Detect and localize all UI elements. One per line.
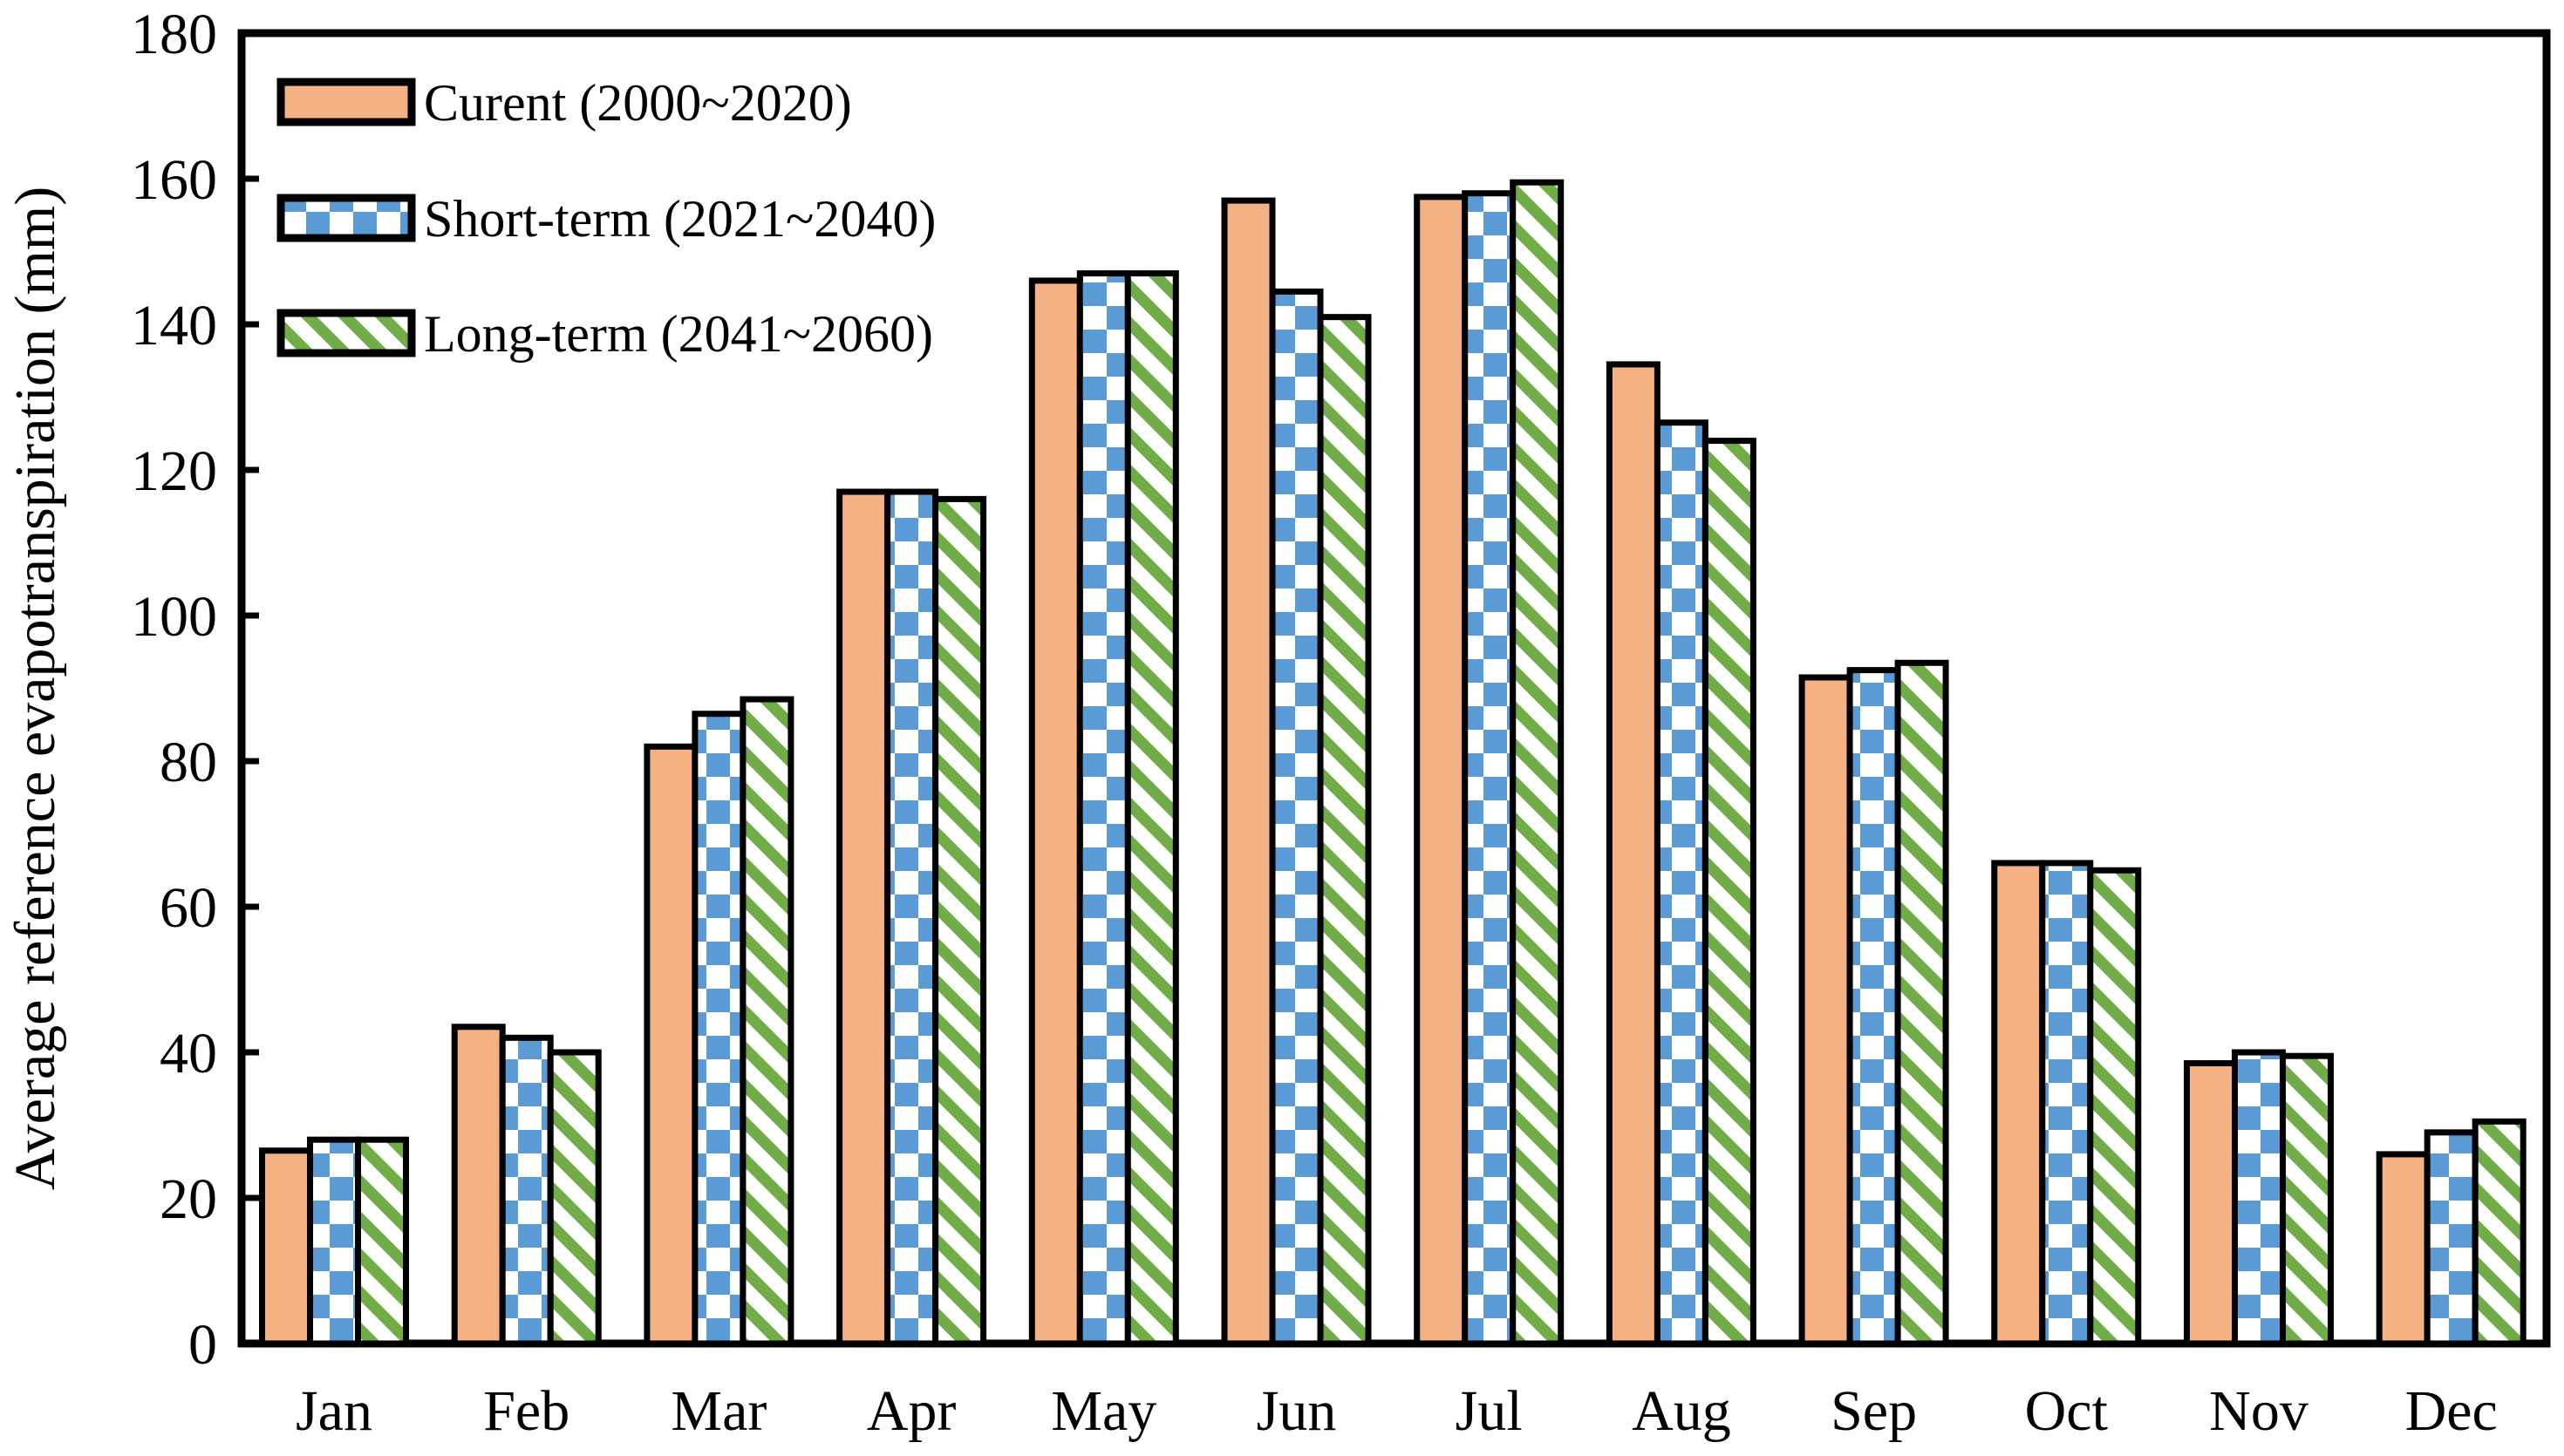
bar-apr-series3 <box>932 495 987 1347</box>
bar-oct-series2 <box>2039 860 2094 1347</box>
bar-oct-series1 <box>1991 860 2046 1347</box>
x-category-label: Jul <box>1456 1379 1523 1443</box>
x-category-label: Aug <box>1632 1379 1731 1443</box>
y-tick-label: 20 <box>160 1167 217 1231</box>
bar-jul-series1 <box>1414 194 1469 1347</box>
bar-may-series3 <box>1124 270 1179 1347</box>
bar-nov-series1 <box>2184 1060 2238 1347</box>
y-tick-label: 80 <box>160 731 217 794</box>
y-axis-title: Average reference evapotranspiration (mm… <box>3 187 67 1190</box>
bar-jul-series2 <box>1462 190 1517 1347</box>
x-category-label: Oct <box>2025 1379 2108 1443</box>
y-tick-label: 180 <box>131 3 217 66</box>
legend-swatch-series2 <box>276 194 416 242</box>
bar-jan-series3 <box>355 1136 409 1347</box>
bar-mar-series2 <box>692 711 747 1347</box>
bar-mar-series1 <box>644 743 699 1347</box>
bar-dec-series1 <box>2376 1151 2431 1347</box>
bar-may-series2 <box>1076 270 1131 1347</box>
bar-aug-series3 <box>1701 438 1756 1347</box>
y-tick-label: 140 <box>131 294 217 357</box>
bar-aug-series2 <box>1654 419 1708 1347</box>
y-tick-label: 0 <box>188 1313 217 1377</box>
bar-dec-series3 <box>2472 1118 2526 1347</box>
y-tick-label: 160 <box>131 148 217 212</box>
bar-jan-series1 <box>259 1147 313 1347</box>
bar-dec-series2 <box>2424 1129 2479 1347</box>
x-category-label: May <box>1051 1379 1156 1443</box>
bar-mar-series3 <box>740 696 794 1347</box>
bar-sep-series2 <box>1846 667 1901 1347</box>
bar-may-series1 <box>1028 277 1083 1347</box>
legend-swatch-series1 <box>276 78 416 126</box>
y-tick-label: 40 <box>160 1022 217 1085</box>
x-category-label: Mar <box>671 1379 767 1443</box>
bar-aug-series1 <box>1606 361 1660 1347</box>
plot-frame <box>237 29 2551 1348</box>
bar-oct-series3 <box>2087 867 2142 1347</box>
bar-jun-series3 <box>1317 314 1372 1347</box>
x-category-label: Feb <box>483 1379 569 1443</box>
bar-jul-series3 <box>1510 179 1565 1347</box>
bar-apr-series2 <box>884 488 939 1347</box>
x-category-label: Dec <box>2405 1379 2498 1443</box>
legend-label-series1: Curent (2000~2020) <box>424 74 852 132</box>
x-category-label: Sep <box>1831 1379 1917 1443</box>
bar-nov-series3 <box>2280 1052 2334 1347</box>
bar-feb-series1 <box>451 1024 506 1347</box>
legend-swatch-series3 <box>276 309 416 357</box>
bar-sep-series1 <box>1798 674 1853 1347</box>
bar-nov-series2 <box>2232 1049 2286 1347</box>
x-category-label: Apr <box>867 1379 957 1443</box>
y-tick-label: 120 <box>131 439 217 503</box>
y-tick-label: 100 <box>131 585 217 649</box>
x-category-label: Nov <box>2209 1379 2308 1443</box>
bar-sep-series3 <box>1894 659 1949 1347</box>
bar-jun-series1 <box>1221 197 1276 1347</box>
bar-jun-series2 <box>1269 288 1324 1347</box>
y-tick-label: 60 <box>160 876 217 940</box>
bar-jan-series2 <box>307 1136 361 1347</box>
bar-feb-series2 <box>499 1034 554 1347</box>
x-category-label: Jan <box>296 1379 372 1443</box>
x-category-label: Jun <box>1257 1379 1337 1443</box>
bar-feb-series3 <box>547 1049 602 1347</box>
legend-label-series2: Short-term (2021~2040) <box>424 190 936 248</box>
legend-label-series3: Long-term (2041~2060) <box>424 305 933 363</box>
bar-apr-series1 <box>836 488 891 1347</box>
